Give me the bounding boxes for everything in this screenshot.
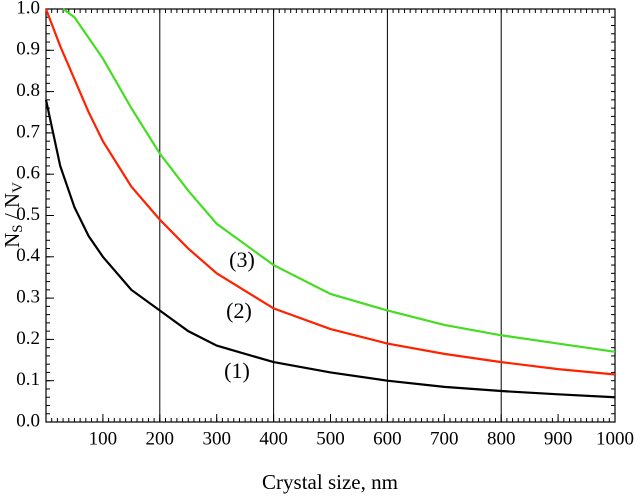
x-tick-label: 1000 bbox=[596, 428, 634, 449]
y-tick-label: 0.1 bbox=[16, 369, 40, 390]
y-label-part: / N bbox=[0, 193, 24, 225]
y-tick-label: 1.0 bbox=[16, 0, 40, 18]
y-tick-label: 0.8 bbox=[16, 80, 40, 101]
y-tick-label: 0.6 bbox=[16, 163, 40, 184]
y-tick-label: 0.3 bbox=[16, 286, 40, 307]
x-axis-label: Crystal size, nm bbox=[262, 470, 398, 494]
y-axis-label: NS / NV bbox=[0, 182, 26, 248]
y-label-part: N bbox=[0, 233, 24, 248]
series-line bbox=[44, 8, 616, 376]
curve-label: (3) bbox=[229, 247, 255, 272]
y-tick-label: 0.9 bbox=[16, 39, 40, 60]
curve-label: (2) bbox=[226, 298, 252, 323]
x-tick-label: 500 bbox=[316, 428, 345, 449]
y-label-sub: S bbox=[10, 224, 26, 232]
curve-label: (1) bbox=[224, 358, 250, 383]
x-tick-label: 700 bbox=[430, 428, 459, 449]
plot-frame bbox=[45, 8, 616, 423]
x-tick-label: 800 bbox=[487, 428, 516, 449]
y-label-sub: V bbox=[10, 182, 26, 193]
x-tick-label: 200 bbox=[146, 428, 175, 449]
y-tick-label: 0.0 bbox=[16, 410, 40, 431]
y-tick-label: 0.7 bbox=[16, 121, 40, 142]
series-line bbox=[44, 99, 616, 399]
x-tick-label: 300 bbox=[202, 428, 231, 449]
x-tick-label: 900 bbox=[544, 428, 573, 449]
y-tick-label: 0.2 bbox=[16, 328, 40, 349]
x-tick-label: 600 bbox=[373, 428, 402, 449]
series-line bbox=[62, 8, 616, 353]
y-tick-label: 0.5 bbox=[16, 204, 40, 225]
y-tick-label: 0.4 bbox=[16, 245, 40, 266]
x-tick-label: 100 bbox=[89, 428, 118, 449]
x-tick-label: 400 bbox=[259, 428, 288, 449]
